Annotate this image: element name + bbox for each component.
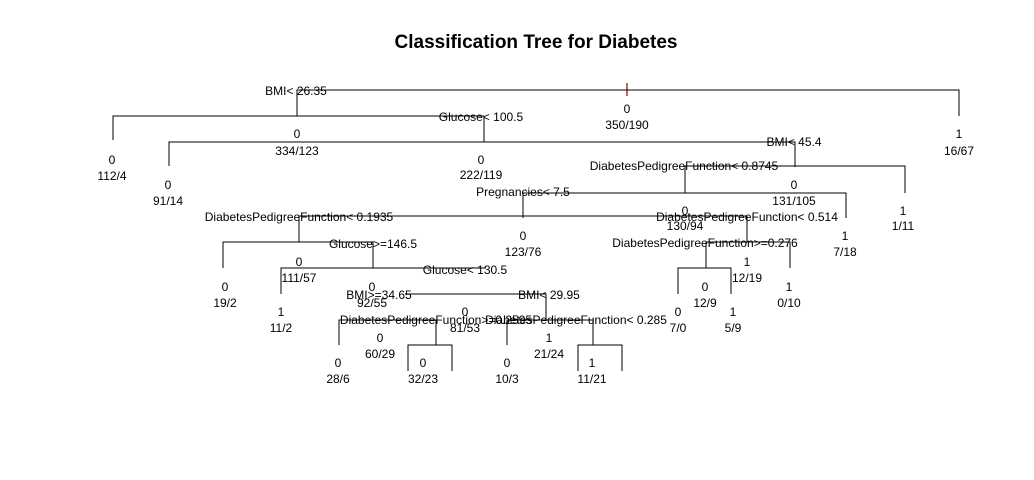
node-counts: 28/6 (326, 372, 350, 386)
tree-title: Classification Tree for Diabetes (395, 32, 678, 53)
edge (338, 319, 437, 345)
edge (684, 165, 906, 193)
node-counts: 19/2 (213, 296, 237, 310)
edge (298, 215, 748, 242)
node-class: 1 (730, 305, 737, 319)
node-class: 0 (462, 305, 469, 319)
split-label: DiabetesPedigreeFunction>=0.276 (612, 236, 798, 250)
node-class: 0 (624, 102, 631, 116)
node-class: 0 (420, 356, 427, 370)
node-class: 1 (744, 255, 751, 269)
node-counts: 11/21 (577, 372, 606, 386)
node-class: 0 (294, 127, 301, 141)
edge (280, 267, 486, 294)
node-class: 0 (369, 280, 376, 294)
node-counts: 334/123 (275, 144, 319, 158)
split-label: Glucose>=146.5 (329, 237, 417, 251)
edge (407, 344, 453, 371)
node-class: 0 (165, 178, 172, 192)
split-label: BMI< 26.35 (265, 84, 327, 98)
node-counts: 21/24 (534, 347, 564, 361)
split-label: Glucose< 100.5 (439, 110, 524, 124)
node-counts: 131/105 (772, 194, 816, 208)
node-counts: 111/57 (282, 271, 317, 285)
split-label: BMI< 29.95 (518, 288, 580, 302)
split-label: Pregnancies< 7.5 (476, 185, 570, 199)
node-class: 1 (900, 204, 907, 218)
node-counts: 91/14 (153, 194, 183, 208)
split-label: Glucose< 130.5 (423, 263, 508, 277)
tree-edges (112, 83, 960, 371)
split-label: DiabetesPedigreeFunction< 0.1935 (205, 210, 394, 224)
node-class: 0 (520, 229, 527, 243)
node-class: 0 (791, 178, 798, 192)
node-class: 1 (589, 356, 596, 370)
split-label: BMI< 45.4 (766, 135, 821, 149)
tree-labels: BMI< 26.35 Glucose< 100.5 BMI< 45.4 Diab… (97, 84, 974, 386)
node-counts: 12/19 (732, 271, 762, 285)
node-counts: 10/3 (495, 372, 519, 386)
node-counts: 350/190 (605, 118, 649, 132)
edge (222, 241, 374, 268)
split-label: DiabetesPedigreeFunction>=0.2595 (340, 313, 532, 327)
node-class: 0 (675, 305, 682, 319)
node-class: 0 (109, 153, 116, 167)
node-class: 1 (842, 229, 849, 243)
split-label: DiabetesPedigreeFunction< 0.514 (656, 210, 838, 224)
node-class: 0 (478, 153, 485, 167)
edge (483, 116, 796, 167)
node-counts: 123/76 (505, 245, 542, 259)
split-label: DiabetesPedigreeFunction< 0.285 (485, 313, 667, 327)
node-class: 0 (335, 356, 342, 370)
node-counts: 92/55 (357, 296, 387, 310)
node-counts: 5/9 (725, 321, 742, 335)
node-counts: 81/53 (450, 321, 480, 335)
node-class: 0 (504, 356, 511, 370)
edge (577, 344, 623, 371)
node-counts: 222/119 (460, 168, 503, 182)
edge (168, 116, 485, 166)
node-class: 1 (278, 305, 285, 319)
node-counts: 112/4 (97, 169, 126, 183)
edge (677, 267, 732, 294)
node-class: 1 (786, 280, 793, 294)
node-counts: 130/94 (667, 219, 704, 233)
node-counts: 11/2 (270, 321, 293, 335)
node-counts: 32/23 (408, 372, 438, 386)
node-counts: 60/29 (365, 347, 395, 361)
edge (405, 293, 547, 320)
node-class: 0 (682, 204, 689, 218)
node-counts: 0/10 (777, 296, 801, 310)
node-counts: 1/11 (892, 219, 915, 233)
node-counts: 12/9 (693, 296, 717, 310)
edge (112, 89, 960, 140)
node-class: 0 (296, 255, 303, 269)
split-label: BMI>=34.65 (346, 288, 412, 302)
node-class: 0 (377, 331, 384, 345)
edge (506, 319, 594, 345)
node-class: 0 (222, 280, 229, 294)
node-class: 0 (702, 280, 709, 294)
node-class: 1 (546, 331, 553, 345)
node-counts: 7/0 (670, 321, 687, 335)
node-counts: 16/67 (944, 144, 974, 158)
edge (522, 192, 847, 218)
node-class: 1 (956, 127, 963, 141)
split-label: DiabetesPedigreeFunction< 0.8745 (590, 159, 779, 173)
node-counts: 7/18 (833, 245, 857, 259)
edge (705, 241, 791, 268)
